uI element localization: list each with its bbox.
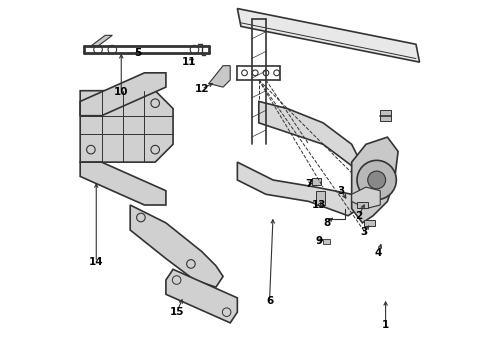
Text: 6: 6	[265, 296, 273, 306]
Bar	[356, 202, 367, 208]
Polygon shape	[165, 269, 237, 323]
Polygon shape	[80, 73, 165, 116]
Polygon shape	[237, 162, 358, 216]
Text: 11: 11	[182, 57, 196, 67]
Text: 3: 3	[337, 186, 344, 196]
Text: 3: 3	[360, 227, 367, 237]
Polygon shape	[91, 35, 112, 46]
Text: 12: 12	[194, 84, 208, 94]
Bar	[315, 191, 324, 205]
Polygon shape	[237, 9, 419, 62]
Polygon shape	[80, 162, 165, 205]
Circle shape	[356, 160, 395, 200]
Polygon shape	[208, 66, 230, 87]
Bar	[380, 111, 390, 121]
Text: 9: 9	[315, 236, 323, 246]
Text: 13: 13	[312, 200, 326, 210]
Polygon shape	[130, 205, 223, 287]
Text: 2: 2	[354, 211, 362, 221]
Text: 10: 10	[114, 87, 128, 98]
Polygon shape	[351, 137, 397, 223]
Polygon shape	[80, 91, 173, 162]
Polygon shape	[351, 187, 380, 208]
Text: 4: 4	[374, 248, 381, 258]
Circle shape	[367, 171, 385, 189]
Text: 8: 8	[323, 218, 329, 228]
Text: 5: 5	[133, 48, 141, 58]
Text: 1: 1	[381, 320, 388, 330]
Text: 14: 14	[89, 257, 103, 267]
Text: 7: 7	[305, 179, 312, 189]
Polygon shape	[258, 102, 358, 166]
Bar	[364, 220, 374, 226]
Bar	[323, 239, 329, 244]
Bar	[312, 178, 321, 185]
Text: 15: 15	[169, 307, 183, 317]
